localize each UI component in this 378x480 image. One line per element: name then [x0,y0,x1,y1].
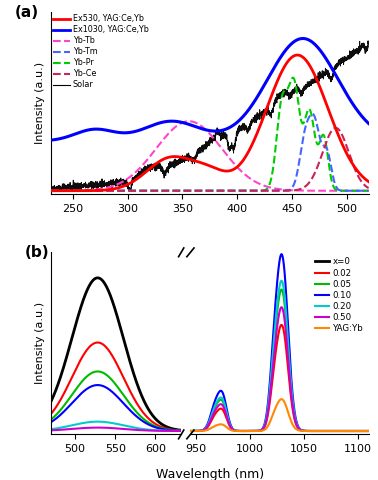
Legend: x=0, 0.02, 0.05, 0.10, 0.20, 0.50, YAG:Yb: x=0, 0.02, 0.05, 0.10, 0.20, 0.50, YAG:Y… [314,257,364,334]
Text: (a): (a) [14,5,39,20]
Legend: Ex530, YAG:Ce,Yb, Ex1030, YAG:Ce,Yb, Yb-Tb, Yb-Tm, Yb-Pr, Yb-Ce, Solar: Ex530, YAG:Ce,Yb, Ex1030, YAG:Ce,Yb, Yb-… [53,13,149,90]
Y-axis label: Intensity (a.u.): Intensity (a.u.) [36,302,45,384]
Text: Wavelength (nm): Wavelength (nm) [156,468,264,480]
Y-axis label: Intensity (a.u.): Intensity (a.u.) [36,62,45,144]
Text: (b): (b) [25,245,50,260]
